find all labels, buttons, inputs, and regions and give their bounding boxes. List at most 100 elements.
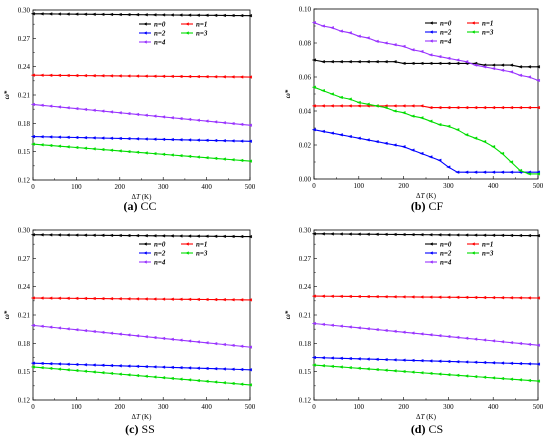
data-point: [117, 111, 122, 115]
data-point: [169, 116, 174, 120]
data-point: [187, 154, 192, 158]
data-point: [187, 339, 192, 343]
data-point: [134, 234, 140, 238]
y-tick-label: 0.15: [18, 368, 31, 376]
data-point: [178, 338, 183, 342]
data-point: [82, 233, 88, 237]
data-point: [446, 61, 451, 66]
data-point: [100, 74, 105, 78]
data-point: [239, 382, 244, 386]
data-point: [221, 75, 226, 79]
data-point: [338, 294, 343, 298]
data-point: [221, 367, 226, 371]
data-point: [419, 49, 424, 54]
legend: n=0 n=1 n=2 n=3 n=4: [425, 241, 494, 267]
data-point: [482, 65, 487, 69]
data-point: [134, 150, 140, 154]
data-point: [419, 359, 424, 363]
series-n=1: [311, 104, 540, 110]
x-tick-label: 0: [31, 403, 35, 411]
legend-label: n=0: [440, 241, 452, 249]
data-point: [311, 58, 316, 62]
data-point: [490, 63, 496, 67]
data-point: [508, 377, 514, 381]
data-point: [117, 332, 122, 336]
data-point: [320, 88, 325, 93]
x-tick-label: 200: [115, 183, 126, 191]
series-n=2: [311, 355, 540, 366]
data-point: [383, 232, 388, 237]
y-tick-label: 0.21: [18, 92, 31, 100]
y-tick-label: 0.10: [299, 6, 312, 14]
data-point: [329, 104, 334, 108]
data-point: [247, 345, 252, 349]
data-point: [134, 297, 140, 301]
data-point: [152, 114, 157, 118]
data-point: [152, 13, 157, 17]
data-point: [517, 65, 523, 69]
data-point: [356, 100, 361, 105]
data-point: [152, 365, 157, 369]
data-point: [195, 138, 200, 142]
data-point: [526, 342, 531, 346]
legend-label: n=1: [482, 20, 493, 28]
data-point: [383, 60, 388, 64]
data-point: [526, 362, 531, 366]
data-point: [356, 294, 361, 299]
legend: n=0 n=1 n=2 n=3 n=4: [139, 21, 208, 47]
data-point: [535, 343, 540, 347]
data-point: [374, 104, 379, 108]
series-n=1: [30, 296, 252, 302]
legend-swatch-marker: [429, 39, 433, 43]
data-point: [74, 362, 79, 367]
data-point: [473, 360, 478, 364]
data-point: [195, 340, 200, 344]
data-point: [82, 363, 88, 367]
data-point: [221, 342, 226, 347]
data-point: [56, 144, 61, 148]
series-n=0: [30, 233, 252, 239]
data-point: [499, 63, 505, 67]
data-point: [535, 296, 540, 300]
data-point: [329, 26, 334, 30]
series-line: [313, 295, 539, 299]
data-point: [178, 13, 183, 17]
x-tick-label: 200: [398, 182, 409, 190]
data-point: [365, 36, 370, 40]
data-point: [108, 331, 114, 335]
data-point: [187, 297, 192, 301]
x-tick-label: 100: [354, 182, 365, 190]
legend-swatch-marker: [429, 260, 433, 264]
data-point: [428, 53, 433, 57]
data-point: [117, 233, 122, 238]
data-point: [374, 232, 379, 236]
data-point: [195, 378, 200, 383]
data-point: [239, 234, 244, 239]
data-point: [490, 361, 496, 365]
y-tick-label: 0.24: [18, 283, 31, 291]
data-point: [473, 295, 478, 300]
legend-swatch-marker: [143, 22, 147, 26]
legend: n=0 n=1 n=2 n=3 n=4: [425, 20, 494, 46]
data-point: [178, 234, 183, 238]
data-point: [347, 294, 352, 299]
y-tick-label: 0.12: [18, 397, 31, 405]
series-line: [32, 366, 251, 386]
x-axis-label: ΔT (K): [416, 192, 437, 200]
y-tick-label: 0.24: [299, 283, 312, 291]
data-point: [455, 58, 460, 62]
data-point: [160, 13, 166, 17]
data-point: [446, 373, 451, 377]
legend-label: n=3: [196, 30, 208, 38]
data-point: [108, 110, 114, 114]
data-point: [221, 234, 226, 239]
data-point: [383, 141, 388, 145]
data-point: [437, 372, 442, 376]
legend-label: n=2: [154, 250, 166, 258]
data-point: [356, 366, 361, 370]
series-n=4: [30, 102, 252, 127]
x-axis-label: ΔT (K): [132, 413, 153, 421]
data-point: [338, 133, 343, 137]
x-tick-label: 300: [158, 183, 169, 191]
data-point: [134, 112, 140, 117]
